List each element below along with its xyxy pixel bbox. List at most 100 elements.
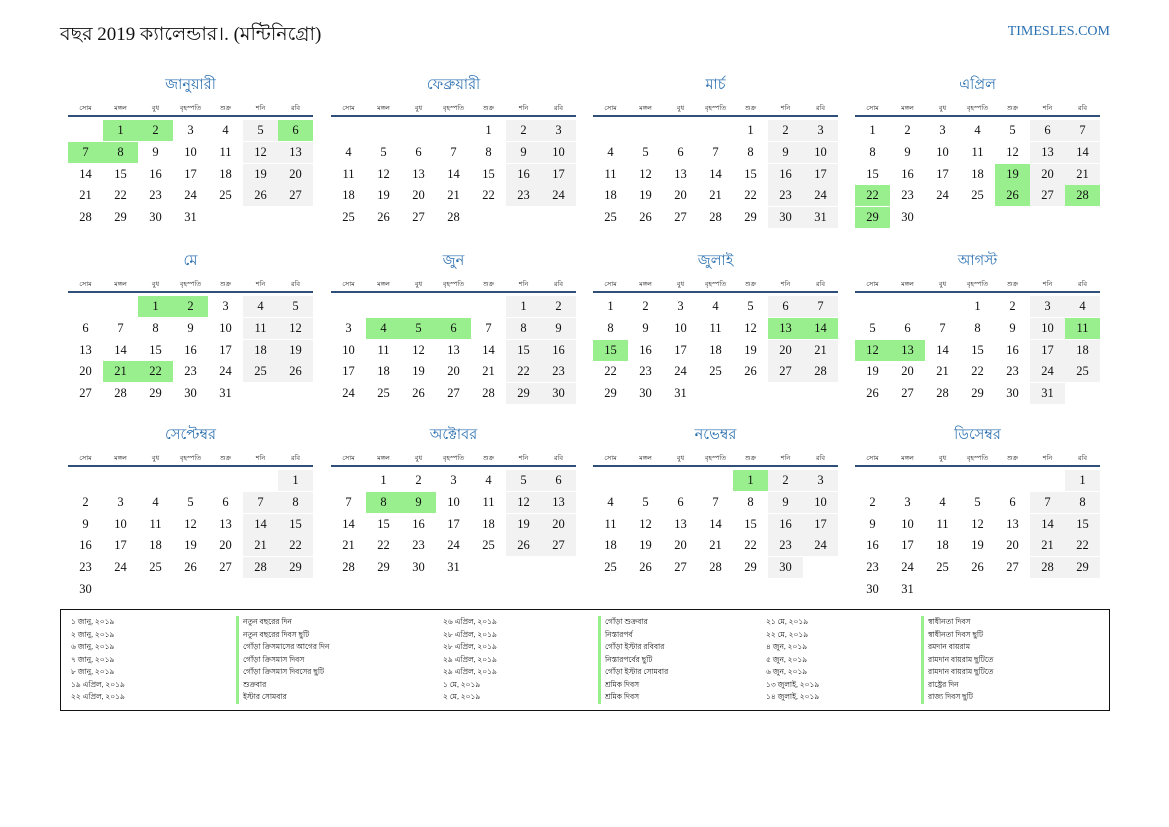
holiday-name-column: গোঁড়া শুক্রবার নিস্তারপর্ব গোঁড়া ইস্টার … (598, 616, 668, 704)
day-cell: 19 (744, 342, 757, 357)
day-cell: 27 (412, 210, 425, 225)
day-cell: 11 (219, 144, 232, 159)
day-cell: 2 (768, 120, 803, 141)
weekday-label: মঙ্গল (901, 455, 914, 462)
day-cell: 27 (219, 560, 232, 575)
weekday-label: সোম (604, 281, 617, 288)
day-cell: 7 (803, 296, 838, 317)
day-cell: 29 (377, 560, 390, 575)
day-cell: 13 (447, 342, 460, 357)
day-cell: 13 (1030, 141, 1065, 163)
weekday-label: মঙ্গল (114, 281, 127, 288)
holiday-day: 15 (593, 339, 628, 361)
day-cell: 21 (243, 535, 278, 557)
holiday-day: 14 (803, 317, 838, 339)
day-cell: 23 (412, 538, 425, 553)
day-cell: 14 (1065, 141, 1100, 163)
day-cell: 1 (485, 123, 492, 137)
day-cell: 11 (604, 516, 617, 531)
holiday-date: ১ মে, ২০১৯ (443, 679, 481, 689)
weekday-label: রবি (290, 281, 301, 288)
day-cell: 24 (541, 185, 576, 207)
day-cell: 29 (604, 386, 617, 401)
day-cell: 27 (1030, 185, 1065, 207)
day-cell: 4 (939, 494, 946, 509)
month-name: ডিসেম্বর (954, 427, 1001, 443)
holiday-date: ২২ এপ্রিল, ২০১৯ (71, 692, 125, 701)
weekday-label: শনি (518, 455, 529, 462)
weekday-label: শুক্র (219, 281, 232, 288)
day-cell: 29 (971, 386, 984, 401)
day-cell: 19 (639, 538, 652, 553)
day-cell: 15 (866, 166, 879, 181)
day-cell: 18 (243, 339, 278, 361)
day-cell: 26 (377, 210, 390, 225)
weekday-label: বুধ (151, 105, 160, 112)
day-cell: 6 (768, 296, 803, 317)
day-cell: 23 (866, 560, 879, 575)
day-cell: 3 (187, 123, 194, 137)
weekday-label: শনি (1042, 281, 1053, 288)
weekday-label: সোম (604, 455, 617, 462)
day-cell: 25 (219, 188, 232, 203)
weekday-label: সোম (342, 281, 355, 288)
day-cell: 5 (747, 299, 754, 313)
holiday-day: 26 (995, 185, 1030, 207)
day-cell: 12 (744, 320, 757, 335)
day-cell: 25 (342, 210, 355, 225)
day-cell: 15 (377, 516, 390, 531)
day-cell: 20 (278, 163, 313, 185)
day-cell: 22 (482, 188, 495, 203)
month-name: এপ্রিল (959, 77, 996, 93)
day-cell: 7 (485, 320, 492, 335)
day-cell: 29 (744, 560, 757, 575)
day-cell: 24 (936, 188, 949, 203)
day-cell: 11 (709, 320, 722, 335)
day-cell: 13 (278, 141, 313, 163)
day-cell: 5 (642, 494, 649, 509)
weekday-label: বৃহস্পতি (704, 455, 727, 462)
day-cell: 25 (936, 560, 949, 575)
day-cell: 13 (674, 166, 687, 181)
day-cell: 5 (1009, 123, 1016, 137)
day-cell: 31 (219, 386, 232, 401)
weekday-label: বৃহস্পতি (442, 281, 465, 288)
holiday-date: ৮ জানু, ২০১৯ (71, 667, 115, 676)
day-cell: 15 (744, 516, 757, 531)
holiday-day: 29 (855, 207, 890, 229)
day-cell: 20 (79, 364, 92, 379)
weekday-label: বুধ (676, 105, 685, 112)
day-cell: 12 (1006, 144, 1019, 159)
holiday-name: রমদান বায়রাম (921, 641, 993, 654)
weekday-label: সোম (79, 281, 92, 288)
weekday-label: রবি (553, 455, 564, 462)
day-cell: 14 (114, 342, 127, 357)
day-cell: 31 (447, 560, 460, 575)
weekday-label: মঙ্গল (639, 455, 652, 462)
day-cell: 4 (607, 494, 614, 509)
weekday-label: মঙ্গল (639, 105, 652, 112)
day-cell: 16 (1006, 342, 1019, 357)
holiday-name: গোঁড়া ইস্টার রবিবার (598, 641, 668, 654)
day-cell: 28 (243, 557, 278, 579)
site-link[interactable]: TIMESLES.COM (1007, 24, 1110, 39)
day-cell: 17 (936, 166, 949, 181)
day-cell: 16 (79, 538, 92, 553)
day-cell: 27 (541, 535, 576, 557)
holiday-name: শ্রমিক দিবস (598, 691, 668, 704)
month-name: জুলাই (697, 253, 734, 269)
header-rule (68, 465, 313, 467)
day-cell: 30 (768, 557, 803, 579)
weekday-label: শনি (780, 105, 791, 112)
header-rule (68, 291, 313, 293)
weekday-label: বুধ (414, 455, 423, 462)
day-cell: 28 (709, 210, 722, 225)
day-cell: 28 (1030, 557, 1065, 579)
day-cell: 25 (604, 560, 617, 575)
day-cell: 12 (377, 166, 390, 181)
holiday-name: গোঁড়া ক্রিসমাসের আগের দিন (236, 641, 329, 654)
day-cell: 30 (768, 207, 803, 229)
day-cell: 8 (747, 144, 754, 159)
day-cell: 5 (278, 296, 313, 317)
day-cell: 17 (1030, 339, 1065, 361)
